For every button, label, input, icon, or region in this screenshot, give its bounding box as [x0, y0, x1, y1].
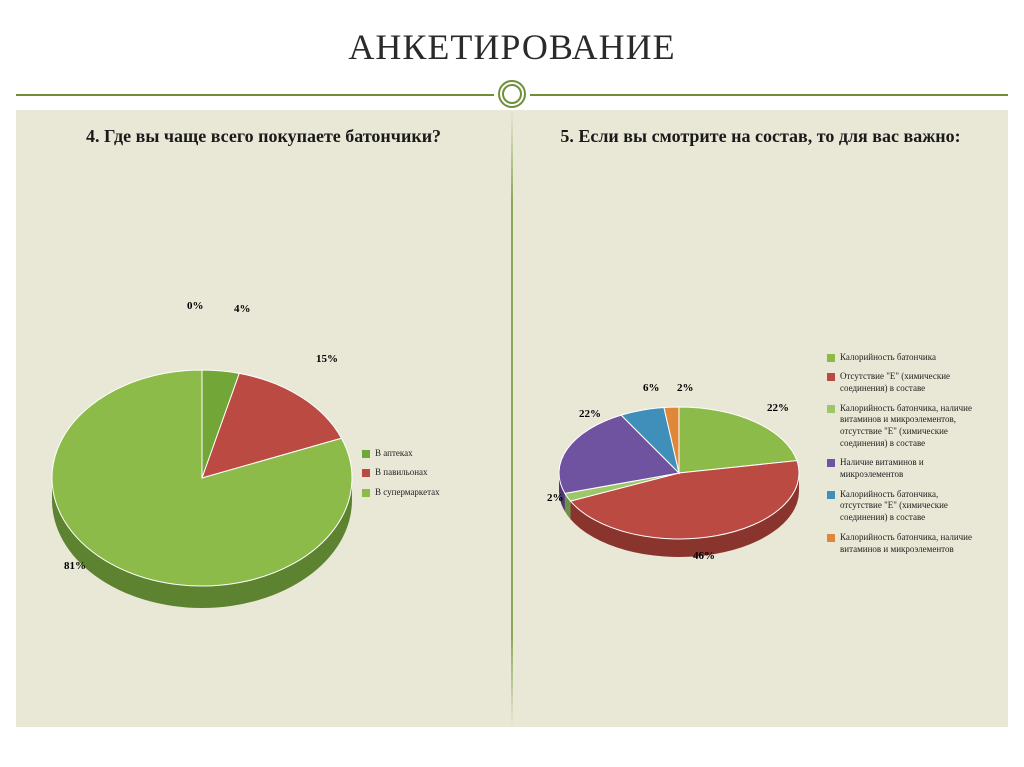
legend-swatch	[827, 534, 835, 542]
chart-right-title: 5. Если вы смотрите на состав, то для ва…	[527, 126, 994, 148]
legend-text: Калорийность батончика	[840, 352, 977, 364]
panels-container: 4. Где вы чаще всего покупаете батончики…	[16, 110, 1008, 727]
legend-swatch	[362, 489, 370, 497]
pie-legend: Калорийность батончика Отсутствие "Е" (хи…	[827, 352, 977, 564]
pie-legend: В аптеках В павильонах В супермаркетах	[362, 448, 440, 507]
legend-item: Калорийность батончика	[827, 352, 977, 364]
pie-data-label: 6%	[643, 382, 660, 394]
legend-text: Калорийность батончика, наличие витамино…	[840, 403, 977, 450]
legend-text: В павильонах	[375, 467, 440, 479]
pie-data-label: 22%	[579, 408, 601, 420]
legend-item: В аптеках	[362, 448, 440, 460]
pie-data-label: 15%	[316, 353, 338, 365]
legend-text: Отсутствие "Е" (химические соединения) в…	[840, 371, 977, 394]
pie-data-label: 2%	[547, 492, 564, 504]
legend-text: Наличие витаминов и микроэлементов	[840, 457, 977, 480]
pie-data-label: 2%	[677, 382, 694, 394]
legend-swatch	[827, 405, 835, 413]
panel-left: 4. Где вы чаще всего покупаете батончики…	[16, 110, 511, 727]
legend-swatch	[362, 450, 370, 458]
legend-swatch	[827, 373, 835, 381]
legend-text: Калорийность батончика, наличие витамино…	[840, 532, 977, 555]
legend-swatch	[362, 469, 370, 477]
legend-text: Калорийность батончика, отсутствие "Е" (…	[840, 489, 977, 524]
legend-swatch	[827, 459, 835, 467]
legend-item: Наличие витаминов и микроэлементов	[827, 457, 977, 480]
legend-text: В супермаркетах	[375, 487, 440, 499]
legend-item: Калорийность батончика, наличие витамино…	[827, 403, 977, 450]
legend-item: Калорийность батончика, наличие витамино…	[827, 532, 977, 555]
legend-text: В аптеках	[375, 448, 440, 460]
page-title: АНКЕТИРОВАНИЕ	[0, 26, 1024, 68]
pie-data-label: 22%	[767, 402, 789, 414]
legend-item: В супермаркетах	[362, 487, 440, 499]
chart-left-title: 4. Где вы чаще всего покупаете батончики…	[30, 126, 497, 148]
legend-item: Отсутствие "Е" (химические соединения) в…	[827, 371, 977, 394]
legend-swatch	[827, 354, 835, 362]
pie-data-label: 4%	[234, 303, 251, 315]
legend-swatch	[827, 491, 835, 499]
pie-data-label: 0%	[187, 300, 204, 312]
panel-right: 5. Если вы смотрите на состав, то для ва…	[513, 110, 1008, 727]
title-ornament	[0, 80, 1024, 110]
pie-data-label: 81%	[64, 560, 86, 572]
legend-item: В павильонах	[362, 467, 440, 479]
legend-item: Калорийность батончика, отсутствие "Е" (…	[827, 489, 977, 524]
pie-data-label: 46%	[693, 550, 715, 562]
